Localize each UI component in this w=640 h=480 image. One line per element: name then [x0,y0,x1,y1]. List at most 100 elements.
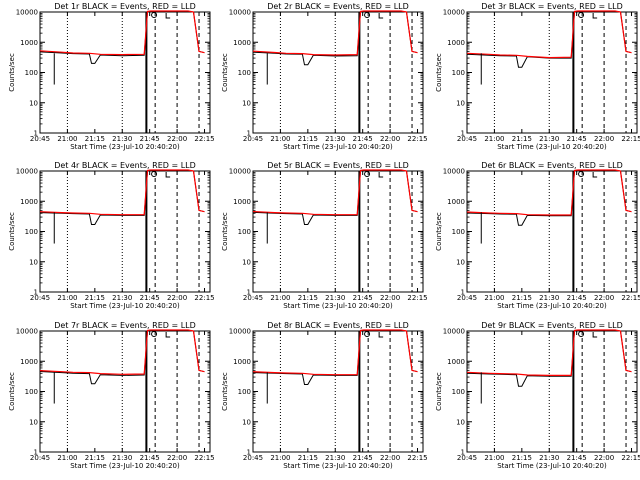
y-axis-label: Counts/sec [8,212,16,251]
x-tick-label: 20:45 [243,294,263,302]
panel-det-5: Det 5r BLACK = Events, RED = LLD 1 10 100 10… [221,161,428,310]
y-tick-label: 1000 [447,198,465,206]
x-tick-label: 21:15 [298,135,318,143]
peak-marker-circle [151,331,158,337]
x-tick-label: 22:00 [594,135,614,143]
y-tick-label: 1 [34,289,38,297]
x-tick-label: 21:30 [539,135,559,143]
y-tick-label: 10000 [16,9,38,17]
panel-det-4: Det 4r BLACK = Events, RED = LLD 1 10 100 10… [8,161,215,310]
x-tick-label: 21:45 [353,135,373,143]
y-tick-label: 10 [29,258,38,266]
x-tick-label: 21:15 [298,454,318,462]
x-tick-label: 22:00 [594,454,614,462]
lld-series-line [39,10,205,56]
x-tick-label: 22:15 [621,135,640,143]
y-tick-label: 10000 [229,328,251,336]
events-series-line [466,169,632,226]
x-tick-label: 21:15 [298,294,318,302]
y-tick-label: 10000 [443,328,465,336]
y-tick-label: 100 [238,388,251,396]
x-axis-label: Start Time (23-Jul-10 20:40:20) [283,462,393,470]
x-tick-label: 21:30 [539,294,559,302]
x-tick-label: 20:45 [243,454,263,462]
x-tick-label: 21:00 [57,454,77,462]
x-tick-label: 20:45 [457,135,477,143]
y-tick-label: 10000 [443,9,465,17]
y-tick-label: 100 [25,388,38,396]
peak-marker-bracket [165,13,171,19]
x-tick-label: 21:30 [539,454,559,462]
lld-series-line [466,169,632,216]
y-axis-label: Counts/sec [221,212,229,251]
y-tick-label: 10 [242,418,251,426]
plot-frame [39,11,211,134]
y-tick-label: 1 [461,130,465,138]
y-tick-label: 100 [238,69,251,77]
y-tick-label: 10 [456,258,465,266]
x-axis-label: Start Time (23-Jul-10 20:40:20) [283,143,393,151]
x-tick-label: 22:15 [407,454,427,462]
lld-series-line [466,10,632,59]
panel-title: Det 7r BLACK = Events, RED = LLD [54,321,196,330]
peak-marker-bracket [378,13,384,19]
panel-title: Det 2r BLACK = Events, RED = LLD [267,2,409,11]
y-tick-label: 10 [242,258,251,266]
panel-det-7: Det 7r BLACK = Events, RED = LLD 1 10 100 10… [8,321,215,470]
y-tick-label: 10000 [443,168,465,176]
x-tick-label: 22:00 [167,294,187,302]
panel-title: Det 4r BLACK = Events, RED = LLD [54,161,196,170]
x-axis-label: Start Time (23-Jul-10 20:40:20) [70,462,180,470]
x-tick-label: 21:30 [325,454,345,462]
plot-frame [466,330,638,453]
lld-series-line [39,169,205,216]
x-tick-label: 22:15 [621,294,640,302]
y-tick-label: 1 [247,449,251,457]
peak-marker-bracket [165,172,171,178]
events-series-line [252,10,418,66]
y-tick-label: 1 [247,289,251,297]
peak-marker-bracket [378,172,384,178]
x-tick-label: 21:15 [85,454,105,462]
events-series-line [39,329,205,385]
x-tick-label: 21:15 [85,294,105,302]
panel-title: Det 6r BLACK = Events, RED = LLD [481,161,623,170]
y-tick-label: 1000 [20,198,38,206]
y-tick-label: 1000 [233,39,251,47]
x-axis-label: Start Time (23-Jul-10 20:40:20) [283,302,393,310]
x-tick-label: 22:00 [594,294,614,302]
y-tick-label: 1 [461,449,465,457]
x-tick-label: 21:45 [567,294,587,302]
y-tick-label: 1000 [447,358,465,366]
y-tick-label: 10000 [229,168,251,176]
x-axis-label: Start Time (23-Jul-10 20:40:20) [70,143,180,151]
x-tick-label: 21:00 [270,294,290,302]
x-tick-label: 22:15 [194,294,214,302]
x-axis-label: Start Time (23-Jul-10 20:40:20) [497,143,607,151]
x-tick-label: 20:45 [457,454,477,462]
x-tick-label: 21:45 [567,454,587,462]
y-axis-label: Counts/sec [221,53,229,92]
panel-title: Det 1r BLACK = Events, RED = LLD [54,2,196,11]
y-axis-label: Counts/sec [221,372,229,411]
y-tick-label: 100 [452,228,465,236]
y-tick-label: 1000 [233,198,251,206]
x-tick-label: 21:00 [484,135,504,143]
y-tick-label: 1 [34,130,38,138]
x-tick-label: 22:15 [194,135,214,143]
y-tick-label: 10 [29,418,38,426]
y-axis-label: Counts/sec [8,372,16,411]
x-axis-label: Start Time (23-Jul-10 20:40:20) [497,302,607,310]
y-axis-label: Counts/sec [435,53,443,92]
y-tick-label: 10 [456,418,465,426]
y-tick-label: 10000 [16,328,38,336]
peak-marker-circle [578,12,585,18]
x-tick-label: 22:15 [407,294,427,302]
lld-series-line [252,169,418,216]
x-tick-label: 21:30 [325,135,345,143]
x-axis-label: Start Time (23-Jul-10 20:40:20) [497,462,607,470]
x-tick-label: 22:15 [407,135,427,143]
y-axis-label: Counts/sec [435,212,443,251]
panel-title: Det 3r BLACK = Events, RED = LLD [481,2,623,11]
peak-marker-circle [578,331,585,337]
